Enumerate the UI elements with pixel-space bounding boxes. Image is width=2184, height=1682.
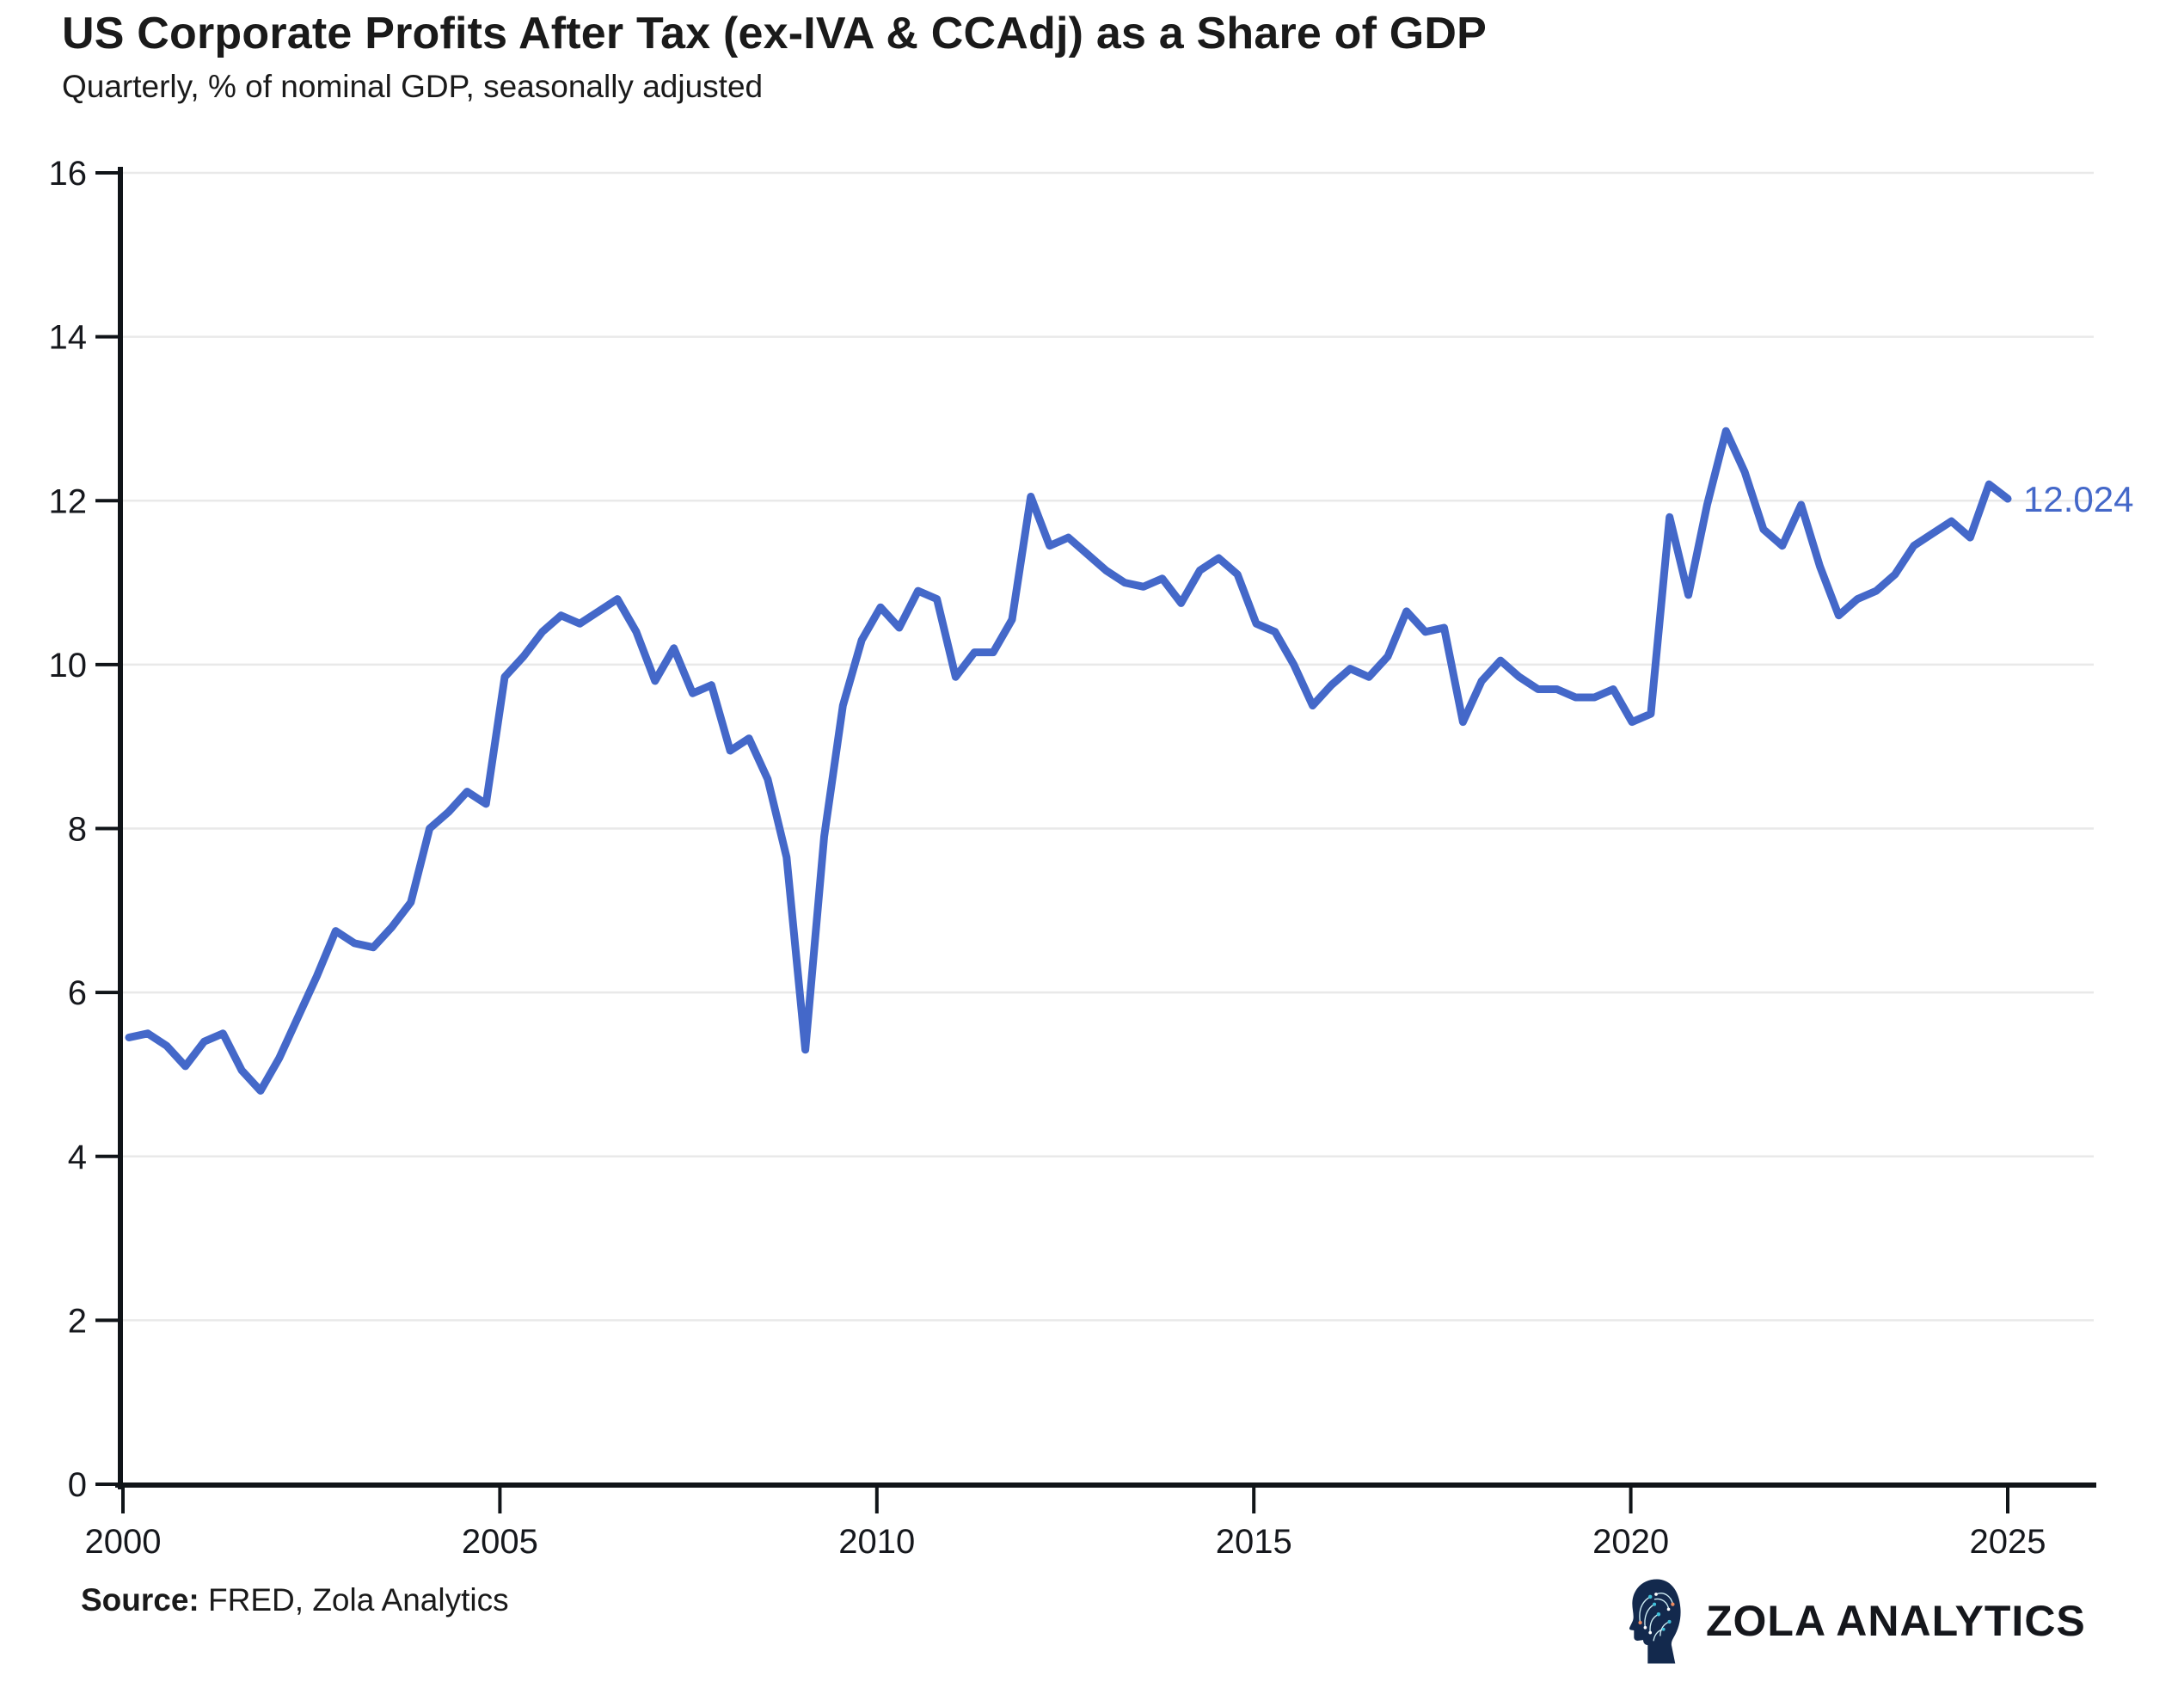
y-tick-label-12: 12 bbox=[49, 482, 88, 520]
y-tick-label-2: 2 bbox=[68, 1302, 87, 1340]
source-text: FRED, Zola Analytics bbox=[199, 1582, 509, 1618]
chart-header: US Corporate Profits After Tax (ex-IVA &… bbox=[62, 9, 1487, 105]
x-tick-label-2010: 2010 bbox=[838, 1523, 915, 1561]
source-note: Source: FRED, Zola Analytics bbox=[81, 1582, 509, 1618]
brand-lockup: ZOLA ANALYTICS bbox=[1629, 1574, 2086, 1668]
source-label: Source: bbox=[81, 1582, 199, 1618]
y-tick-label-10: 10 bbox=[49, 647, 88, 684]
x-tick-label-2000: 2000 bbox=[85, 1523, 162, 1561]
x-tick-label-2020: 2020 bbox=[1592, 1523, 1669, 1561]
chart-title: US Corporate Profits After Tax (ex-IVA &… bbox=[62, 9, 1488, 58]
y-tick-label-8: 8 bbox=[68, 811, 87, 849]
y-tick-label-16: 16 bbox=[49, 155, 88, 193]
y-tick-label-0: 0 bbox=[68, 1466, 87, 1504]
y-tick-label-14: 14 bbox=[49, 319, 88, 357]
last-value-label: 12.024 bbox=[2023, 479, 2133, 519]
brand-name: ZOLA ANALYTICS bbox=[1706, 1597, 2086, 1645]
y-tick-label-4: 4 bbox=[68, 1139, 87, 1176]
x-tick-label-2025: 2025 bbox=[1970, 1523, 2046, 1561]
y-tick-label-6: 6 bbox=[68, 974, 87, 1012]
circuit-head-icon bbox=[1629, 1579, 1681, 1664]
data-series-line bbox=[125, 427, 2012, 1095]
x-tick-label-2015: 2015 bbox=[1216, 1523, 1292, 1561]
chart-subtitle: Quarterly, % of nominal GDP, seasonally … bbox=[62, 68, 764, 104]
x-tick-label-2005: 2005 bbox=[462, 1523, 538, 1561]
